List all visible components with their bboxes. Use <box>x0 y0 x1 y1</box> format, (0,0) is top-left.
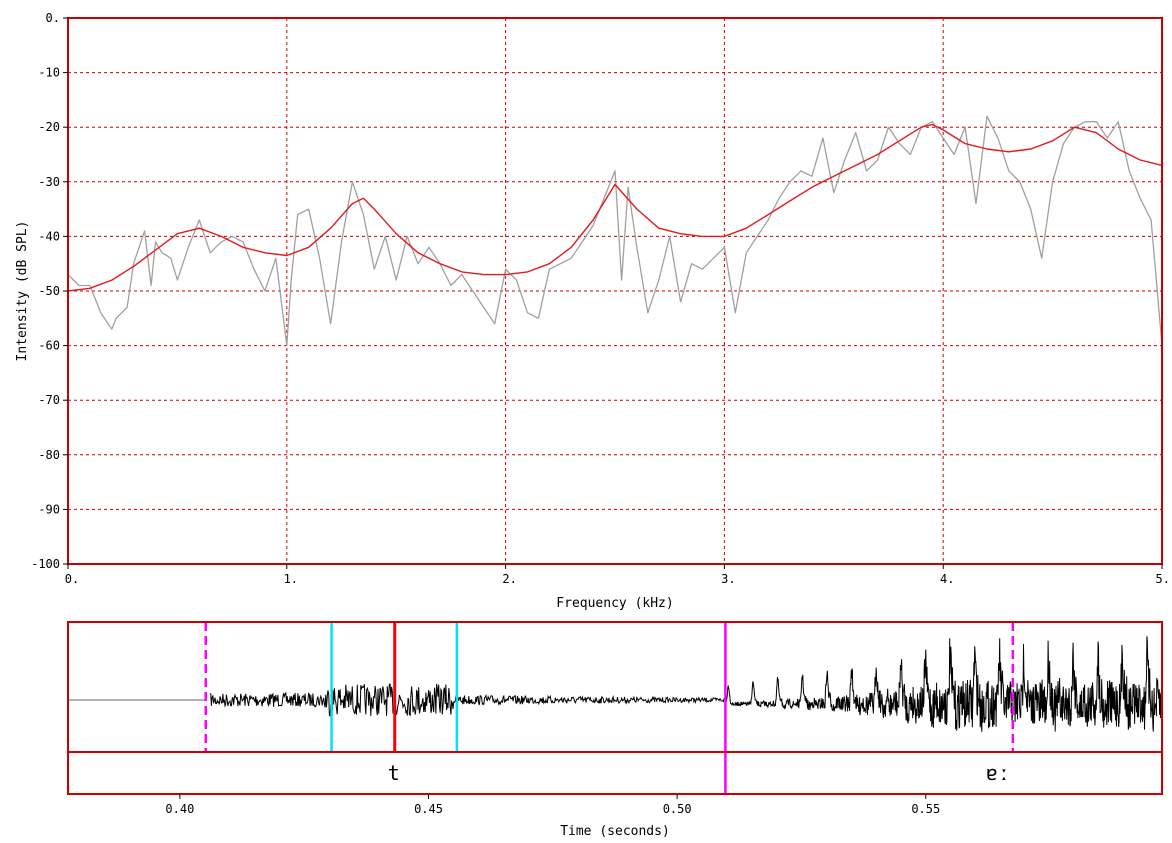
segment-label: ɐː <box>986 761 1010 785</box>
y-tick-label: -10 <box>38 66 60 80</box>
waveform-x-tick-labels: 0.40 0.45 0.50 0.55 <box>165 794 940 816</box>
envelope-line <box>67 123 1163 292</box>
segment-tier-frame <box>67 751 1163 795</box>
segment-label: t <box>388 761 400 785</box>
y-tick-label: -30 <box>38 175 60 189</box>
voiced-trace <box>725 636 1163 732</box>
y-tick-label: -90 <box>38 502 60 516</box>
y-tick-label: -70 <box>38 393 60 407</box>
y-tick-label: -50 <box>38 284 60 298</box>
waveform-chart: t ɐː 0.40 0.45 0.50 0.55 Time (seconds) <box>67 621 1163 839</box>
x-tick-label: 0.40 <box>165 802 194 816</box>
x-tick-label: 4. <box>940 572 954 586</box>
spectrum-chart: 0. -10 -20 -30 -40 -50 -60 -70 -80 -90 -100 0. 1. 2.… <box>15 11 1170 611</box>
y-tick-label: -100 <box>31 557 60 571</box>
x-tick-label: 0. <box>65 572 79 586</box>
y-tick-label: -20 <box>38 120 60 134</box>
waveform-x-axis-label: Time (seconds) <box>560 824 670 839</box>
spectrum-x-axis-label: Frequency (kHz) <box>556 596 673 611</box>
y-tick-label: -60 <box>38 339 60 353</box>
y-tick-label: -40 <box>38 229 60 243</box>
spectrum-gridlines <box>68 18 1162 564</box>
x-tick-label: 0.50 <box>663 802 692 816</box>
spectrum-series <box>67 115 1163 347</box>
x-tick-label: 1. <box>284 572 298 586</box>
x-tick-label: 0.45 <box>414 802 443 816</box>
x-tick-label: 5. <box>1156 572 1170 586</box>
x-tick-label: 0.55 <box>911 802 940 816</box>
x-tick-label: 2. <box>502 572 516 586</box>
waveform-markers <box>204 622 1015 794</box>
spectrum-y-tick-labels: 0. -10 -20 -30 -40 -50 -60 -70 -80 -90 -100 <box>31 11 68 571</box>
y-tick-label: -80 <box>38 448 60 462</box>
x-tick-label: 3. <box>721 572 735 586</box>
waveform-trace <box>68 636 1163 732</box>
y-tick-label: 0. <box>46 11 60 25</box>
noise-trace <box>210 683 726 717</box>
segment-labels: t ɐː <box>388 761 1010 785</box>
spectrum-x-tick-labels: 0. 1. 2. 3. 4. 5. <box>65 564 1170 586</box>
spectrum-y-axis-label: Intensity (dB SPL) <box>15 221 30 362</box>
